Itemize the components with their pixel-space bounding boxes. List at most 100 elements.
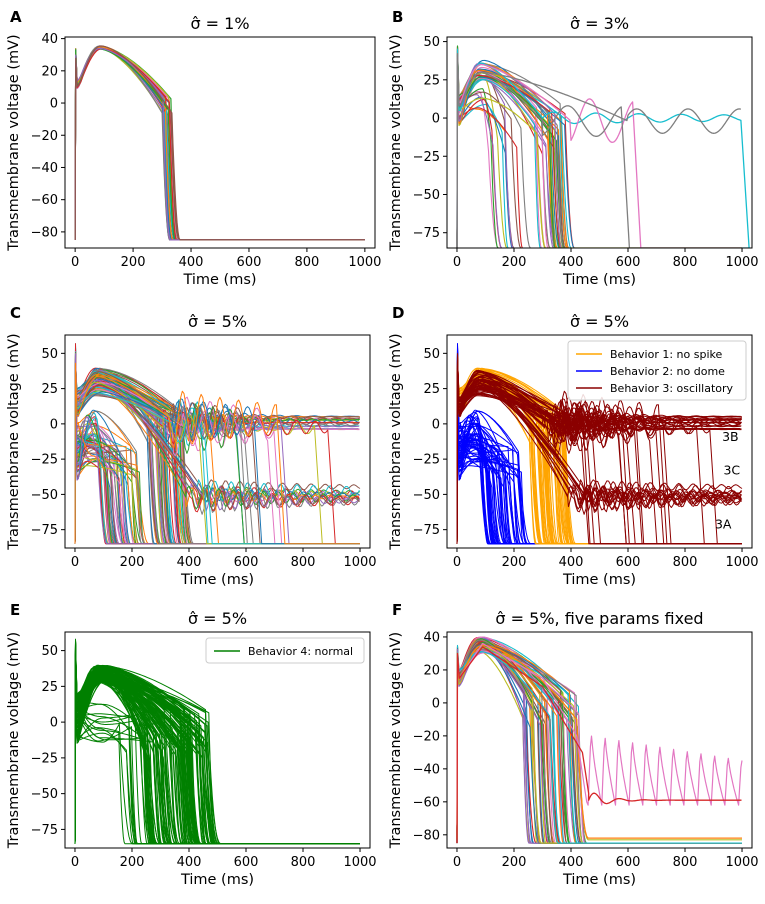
y-tick-label: −80 [413, 828, 440, 843]
y-tick-label: 0 [432, 417, 440, 432]
x-tick-label: 200 [121, 255, 146, 270]
y-tick-label: 40 [41, 32, 58, 47]
data-line [456, 650, 742, 844]
y-axis-label: Transmembrane voltage (mV) [388, 333, 404, 550]
axes-frame [446, 36, 753, 249]
data-line [456, 644, 742, 839]
panel-letter: B [392, 8, 403, 26]
legend-label: Behavior 1: no spike [610, 348, 722, 361]
data-line [74, 678, 360, 845]
legend: Behavior 1: no spike Behavior 2: no dome B… [567, 340, 747, 401]
data-line [74, 641, 360, 845]
chart-title: σ̂ = 1% [190, 14, 249, 33]
data-line [456, 76, 742, 248]
data-line [74, 676, 360, 845]
data-line [74, 45, 365, 241]
panel-letter: F [392, 601, 402, 619]
data-line [74, 353, 360, 544]
data-line [456, 637, 742, 844]
x-tick-label: 800 [291, 855, 316, 870]
data-line [74, 369, 360, 545]
x-tick-label: 0 [453, 855, 461, 870]
x-tick-label: 0 [453, 255, 461, 270]
x-tick-label: 400 [179, 255, 204, 270]
x-tick-label: 1000 [343, 555, 376, 570]
data-line [456, 374, 742, 545]
data-line [74, 46, 365, 241]
data-line [74, 353, 360, 545]
data-line [456, 648, 742, 844]
data-line [74, 45, 365, 241]
data-line [456, 353, 742, 545]
data-line [74, 660, 360, 845]
legend-label: Behavior 4: normal [248, 645, 353, 658]
data-line [456, 68, 742, 248]
x-tick-label: 800 [291, 555, 316, 570]
x-tick-label: 0 [71, 555, 79, 570]
y-tick-label: 0 [50, 417, 58, 432]
annotation-label: 3C [723, 463, 740, 478]
data-line [456, 58, 742, 248]
data-line [456, 73, 742, 248]
data-line [456, 353, 742, 545]
x-axis-label: Time (ms) [562, 272, 636, 288]
y-tick-label: −50 [31, 488, 58, 503]
data-line [74, 45, 365, 241]
data-line [456, 56, 742, 248]
data-line [456, 72, 742, 248]
data-line [74, 671, 360, 845]
data-line [456, 652, 742, 844]
axes-frame [446, 631, 753, 849]
data-line [456, 353, 742, 544]
data-line [74, 676, 360, 845]
data-line [456, 643, 742, 844]
x-tick-label: 200 [502, 555, 527, 570]
x-tick-label: 1000 [725, 255, 758, 270]
y-tick-label: 50 [41, 644, 58, 659]
axes-frame [64, 36, 376, 249]
y-tick-label: −40 [413, 762, 440, 777]
data-line [456, 645, 742, 844]
data-line [456, 639, 742, 844]
data-line [74, 378, 360, 545]
data-line [456, 637, 742, 844]
data-line [456, 650, 742, 844]
x-axis-label: Time (ms) [180, 572, 254, 588]
y-tick-label: 50 [423, 35, 440, 50]
x-tick-label: 0 [453, 555, 461, 570]
data-line [74, 664, 360, 845]
x-tick-label: 600 [616, 255, 641, 270]
y-axis-label: Transmembrane voltage (mV) [388, 34, 404, 251]
y-tick-label: −60 [413, 795, 440, 810]
data-line [456, 62, 742, 248]
data-line [74, 674, 360, 845]
y-axis-label: Transmembrane voltage (mV) [6, 333, 22, 550]
data-line [456, 61, 742, 248]
y-tick-label: 25 [423, 73, 440, 88]
x-tick-label: 600 [234, 855, 259, 870]
data-line [456, 347, 742, 545]
data-line [74, 354, 360, 545]
x-tick-label: 800 [673, 855, 698, 870]
chart-title: σ̂ = 5%, five params fixed [495, 609, 703, 628]
data-line [456, 646, 742, 844]
x-axis-label: Time (ms) [562, 572, 636, 588]
data-line [456, 642, 743, 844]
data-line [74, 353, 360, 545]
data-line [456, 369, 742, 545]
data-line [456, 62, 742, 248]
data-line [456, 644, 742, 844]
y-tick-label: −20 [31, 129, 58, 144]
data-line [456, 65, 742, 248]
x-tick-label: 800 [295, 255, 320, 270]
data-line [456, 380, 742, 545]
data-line [456, 72, 742, 248]
data-line [456, 53, 742, 248]
y-tick-label: 25 [41, 680, 58, 695]
data-line [456, 643, 742, 844]
data-line [456, 638, 742, 844]
x-tick-label: 400 [559, 255, 584, 270]
data-line [74, 365, 360, 545]
data-line [456, 646, 742, 844]
